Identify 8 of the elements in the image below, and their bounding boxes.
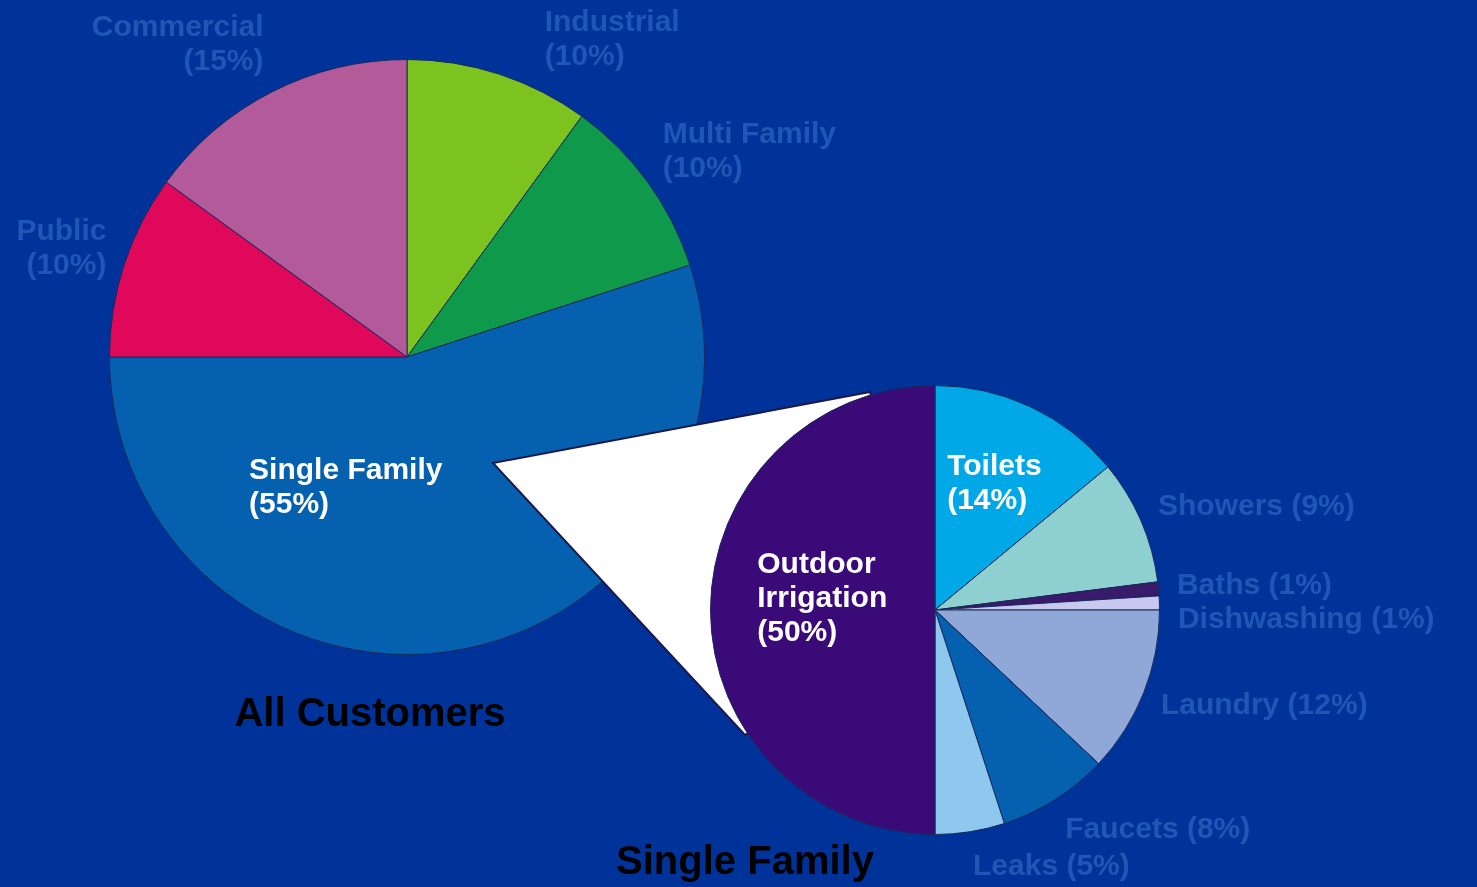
text: Single Family bbox=[616, 838, 874, 883]
slice-label: Toilets bbox=[947, 448, 1042, 482]
text: All Customers bbox=[234, 690, 506, 735]
slice-label: Single Family bbox=[249, 451, 443, 485]
data-label: (14%) bbox=[947, 482, 1028, 516]
data-label: (50%) bbox=[757, 614, 838, 648]
slice-label: Outdoor Irrigation bbox=[757, 546, 888, 614]
data-label: (55%) bbox=[249, 485, 330, 519]
